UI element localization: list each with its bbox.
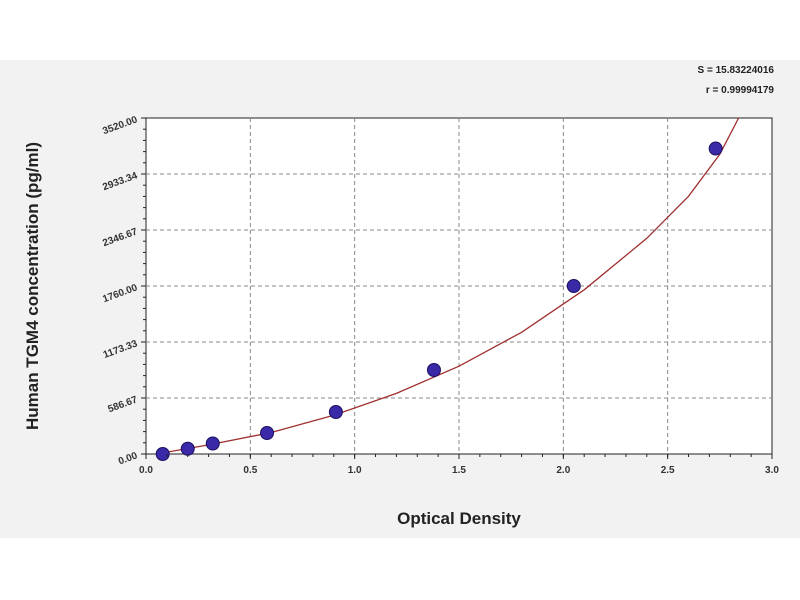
x-tick-label: 0.0 (139, 465, 153, 476)
y-tick-label: 1760.00 (101, 282, 139, 305)
y-tick-label: 3520.00 (101, 114, 139, 137)
data-points (155, 141, 723, 461)
y-tick-label: 586.67 (107, 394, 140, 415)
data-point (328, 405, 343, 419)
grid-lines (146, 118, 772, 454)
x-axis-title: Optical Density (397, 509, 521, 528)
y-tick-label: 2346.67 (101, 226, 139, 249)
y-axis-title: Human TGM4 concentration (pg/ml) (23, 142, 42, 430)
x-tick-label: 3.0 (765, 465, 779, 476)
x-tick-label: 1.0 (348, 465, 362, 476)
x-tick-label: 0.5 (243, 465, 257, 476)
y-tick-label: 0.00 (117, 450, 139, 467)
x-axis-ticks: 0.0 0.5 1.0 1.5 2.0 2.5 3.0 (139, 454, 779, 476)
data-point (426, 363, 441, 377)
y-axis-ticks: 0.00 586.67 1173.33 1760.00 2346.67 2933.34 35… (101, 114, 146, 467)
data-point (155, 447, 170, 461)
x-tick-label: 2.0 (556, 465, 570, 476)
y-tick-label: 1173.33 (102, 338, 140, 361)
data-point (260, 426, 275, 440)
data-point (180, 441, 195, 456)
annotation-r: r = 0.99994179 (706, 85, 775, 96)
annotation-s: S = 15.83224016 (698, 65, 775, 76)
data-point (708, 141, 723, 156)
x-tick-label: 2.5 (661, 465, 675, 476)
y-tick-label: 2933.34 (101, 170, 139, 193)
x-tick-label: 1.5 (452, 465, 466, 476)
data-point (205, 436, 220, 451)
data-point (566, 279, 581, 293)
